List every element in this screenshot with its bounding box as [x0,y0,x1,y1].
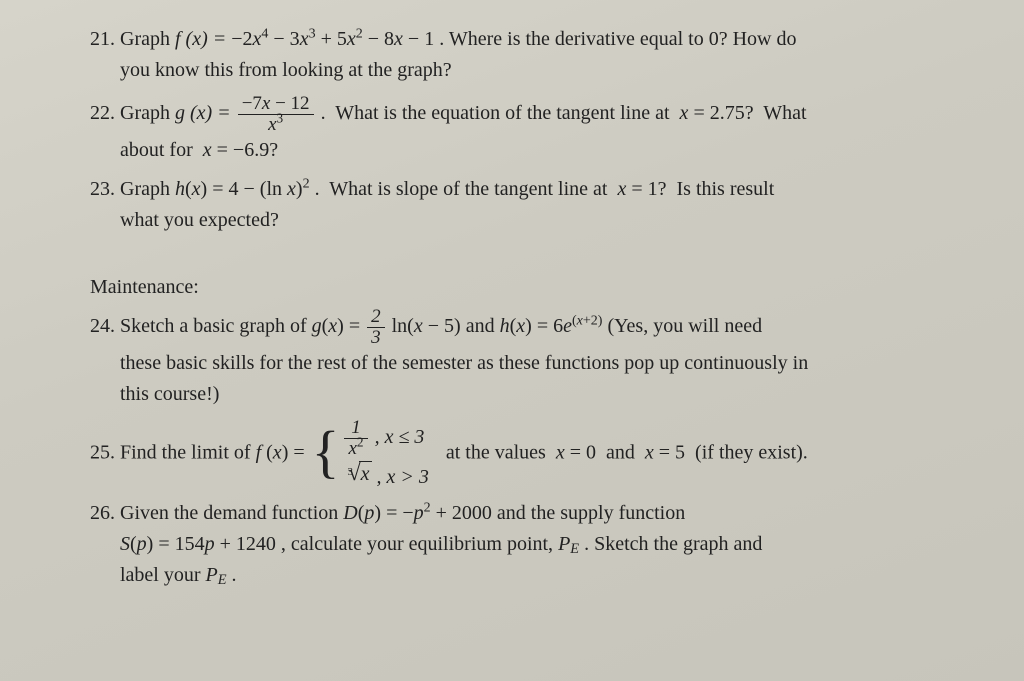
case-1: 1 x2 , x ≤ 3 [342,418,428,459]
text: Graph [120,28,175,50]
numerator: 2 [367,307,385,328]
text: . Sketch the graph and [584,533,762,555]
g-expr: g(x) = [312,315,366,337]
text: Given the demand function [120,502,343,524]
text: Sketch a basic graph of [120,315,312,337]
text: . What is slope of the tangent line at x… [315,178,775,200]
continuation: what you expected? [90,205,954,236]
supply-expr: S(p) = 154p + 1240 [120,533,276,555]
cond: , x > 3 [377,466,429,488]
continuation: you know this from looking at the graph? [90,55,954,86]
continuation: label your PE . [90,560,954,591]
e: E [570,541,579,557]
fraction: 1 x2 [344,418,367,459]
text: . Where is the derivative equal to 0? Ho… [439,28,796,50]
math-expr: f (x) = −2x4 − 3x3 + 5x2 − 8x − 1 [175,28,439,50]
text: . [232,564,237,586]
cases: 1 x2 , x ≤ 3 3 √ x , x > 3 [342,418,428,490]
problem-number: 23. [90,178,115,200]
page-content: 21. Graph f (x) = −2x4 − 3x3 + 5x2 − 8x … [0,0,1024,619]
text: , calculate your equilibrium point, [281,533,558,555]
p: P [558,533,570,555]
denominator: 3 [367,328,385,348]
pe-symbol: PE [558,533,579,555]
e: E [218,572,227,588]
problem-21: 21. Graph f (x) = −2x4 − 3x3 + 5x2 − 8x … [90,24,954,86]
fraction: −7x − 12 x3 [238,94,314,135]
text: Graph [120,102,175,124]
math-expr: h(x) = 4 − (ln x)2 [175,178,310,200]
g-rest: ln(x − 5) [392,315,461,337]
text: Find the limit of [120,441,256,463]
continuation: these basic skills for the rest of the s… [90,348,954,379]
denominator: x3 [238,115,314,135]
brace-icon: { [312,428,343,476]
and: and [466,315,500,337]
problem-number: 21. [90,28,115,50]
text: . What is the equation of the tangent li… [321,102,807,124]
p: P [206,564,218,586]
continuation: S(p) = 154p + 1240 , calculate your equi… [90,529,954,560]
lhs: f (x) = [256,441,305,463]
problem-number: 22. [90,102,115,124]
problem-number: 24. [90,315,115,337]
demand-expr: D(p) = −p2 + 2000 [343,502,492,524]
lhs: f (x) = [175,28,231,50]
tail: (Yes, you will need [607,315,762,337]
problem-25: 25. Find the limit of f (x) = { 1 x2 , x… [90,418,954,490]
problem-number: 26. [90,502,115,524]
problem-24: 24. Sketch a basic graph of g(x) = 2 3 l… [90,307,954,410]
problem-number: 25. [90,441,115,463]
continuation: this course!) [90,379,954,410]
lhs: g (x) = [175,102,236,124]
cube-root: 3 √ x [342,459,371,488]
text: label your [120,564,206,586]
piecewise: { 1 x2 , x ≤ 3 3 √ x , x > 3 [312,418,429,490]
problem-23: 23. Graph h(x) = 4 − (ln x)2 . What is s… [90,174,954,236]
denominator: x2 [344,439,367,459]
continuation: about for x = −6.9? [90,135,954,166]
problem-22: 22. Graph g (x) = −7x − 12 x3 . What is … [90,94,954,166]
section-header: Maintenance: [90,272,954,303]
root-index: 3 [347,466,353,480]
cond: , x ≤ 3 [375,426,425,448]
pe-symbol: PE [206,564,227,586]
case-2: 3 √ x , x > 3 [342,459,428,490]
fraction: 2 3 [367,307,385,348]
rhs: −2x4 − 3x3 + 5x2 − 8x − 1 [231,28,434,50]
radicand: x [359,461,372,487]
text: and the supply function [497,502,685,524]
h-expr: h(x) = 6e(x+2) [500,315,603,337]
problem-26: 26. Given the demand function D(p) = −p2… [90,498,954,591]
text: at the values x = 0 and x = 5 (if they e… [436,441,808,463]
text: Graph [120,178,175,200]
